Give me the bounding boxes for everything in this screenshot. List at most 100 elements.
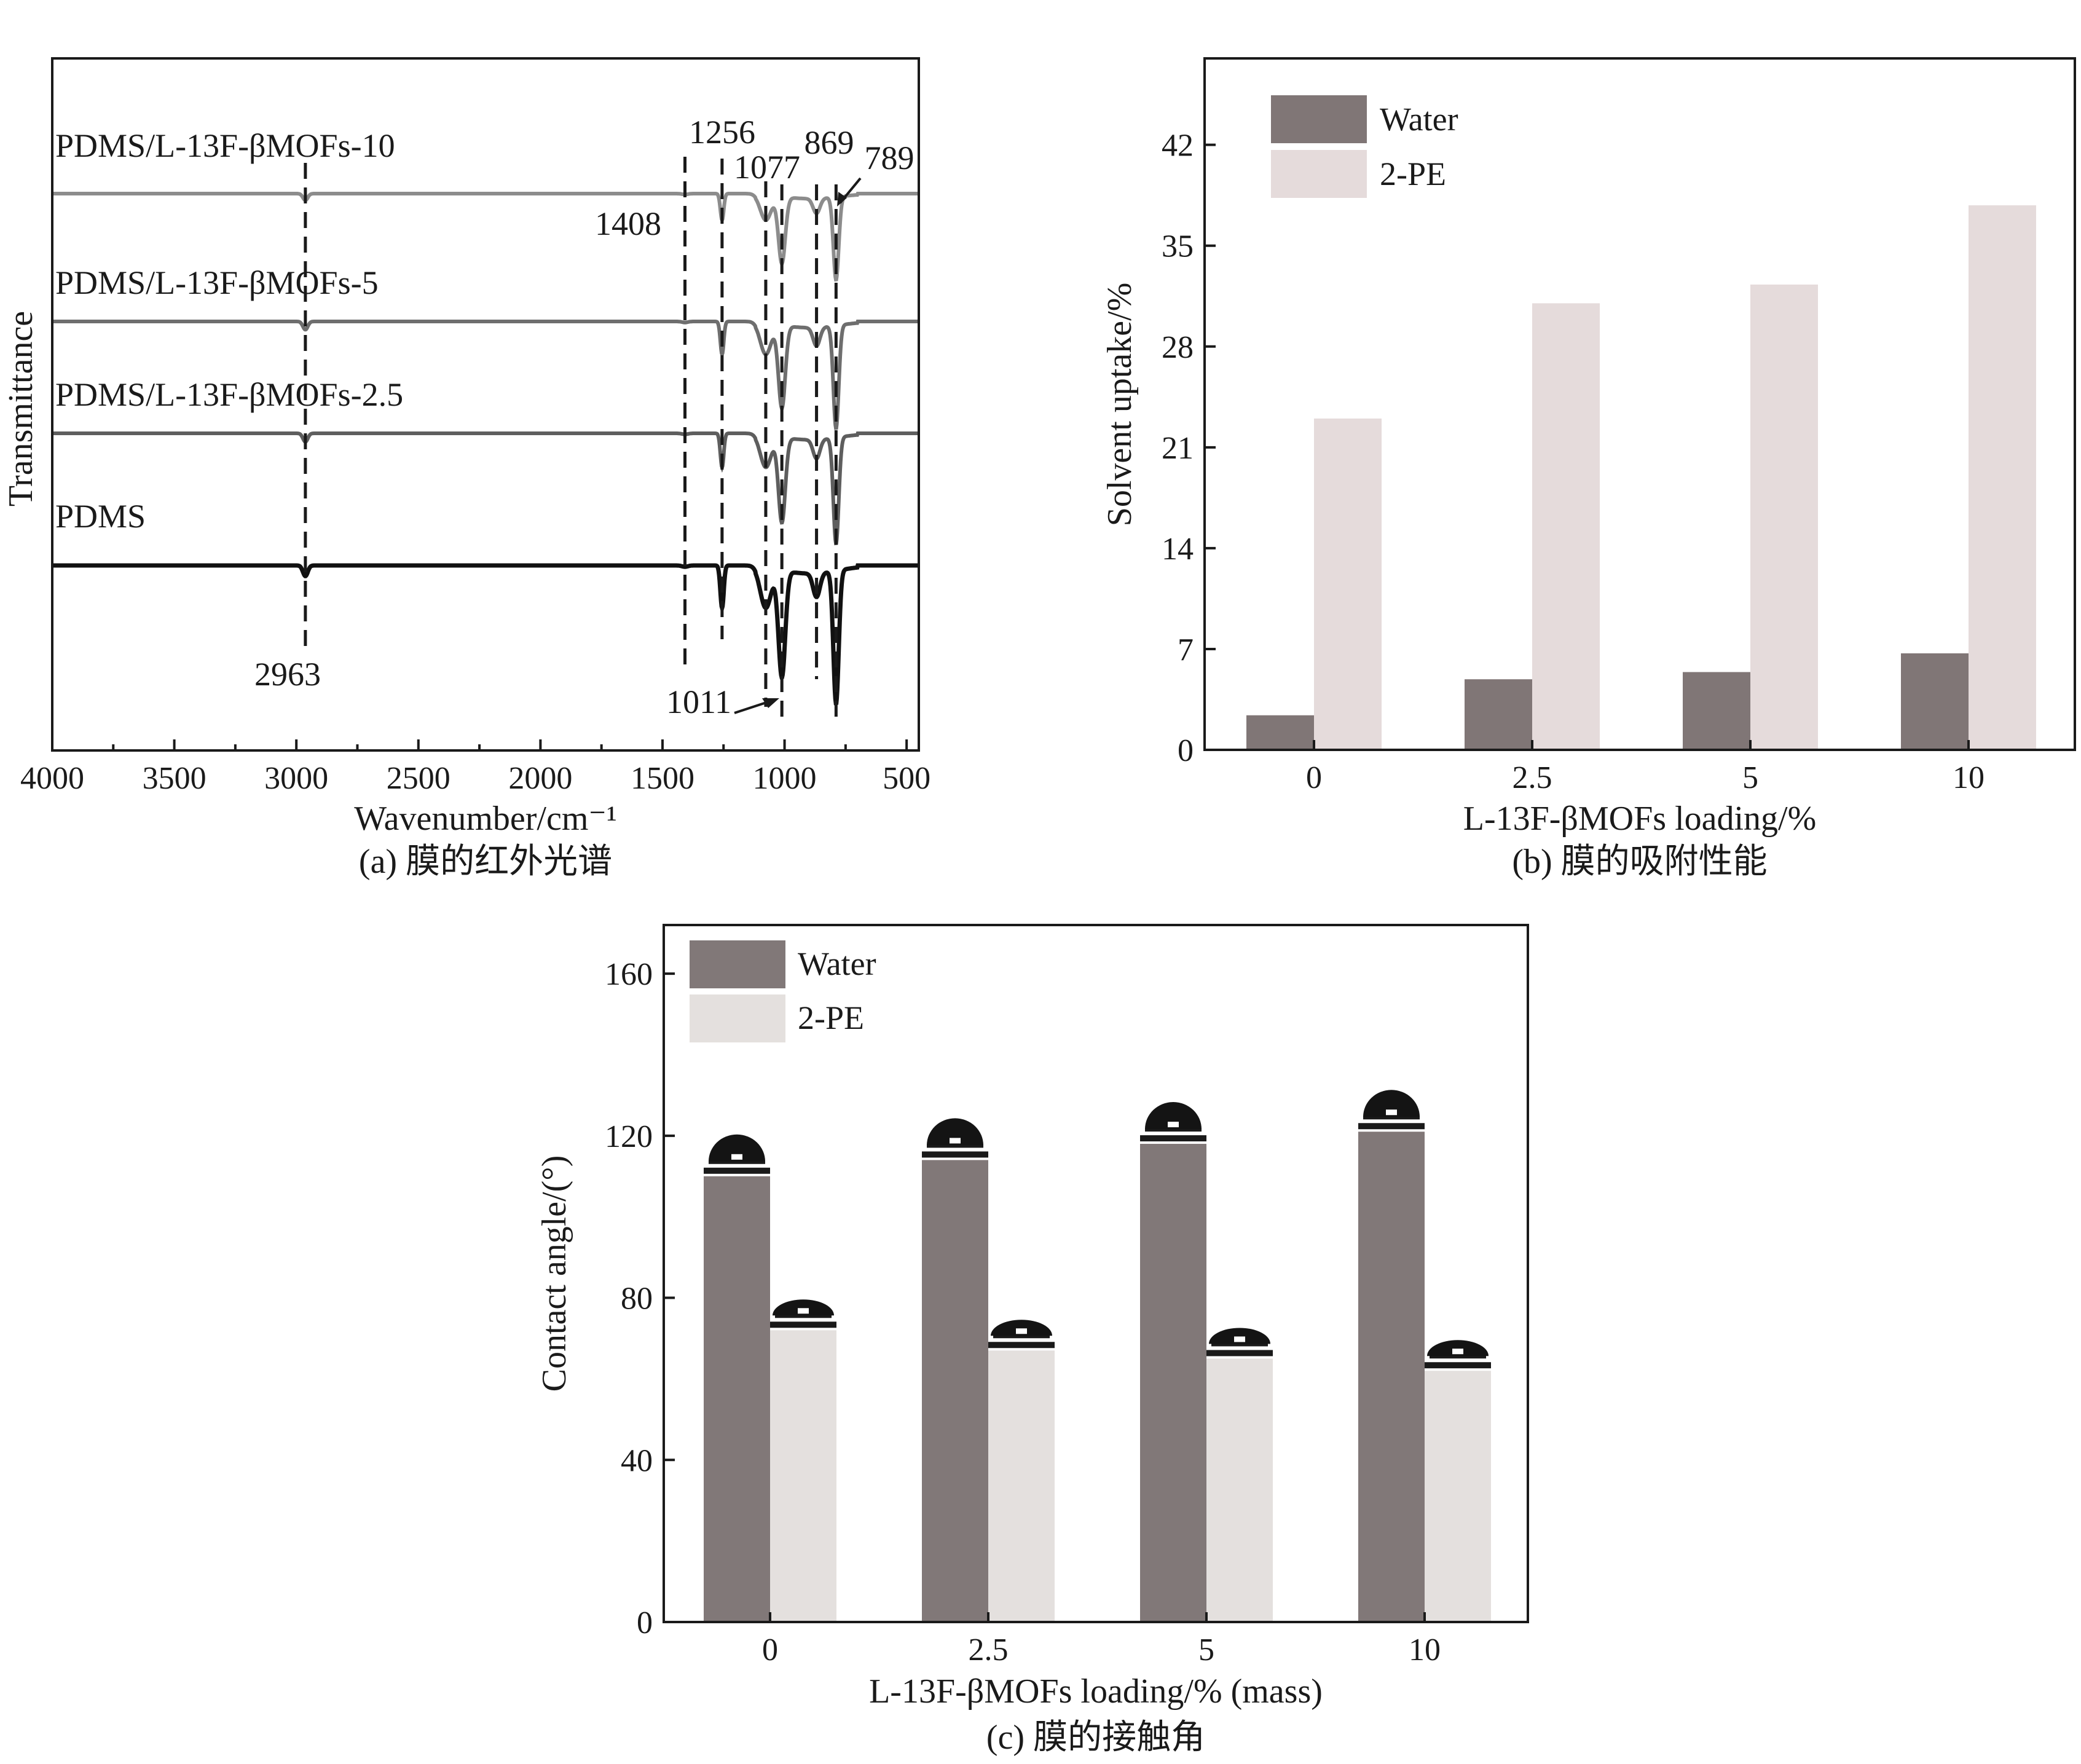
droplet-icon [1209, 1328, 1270, 1344]
y-axis-title-a: Transmittance [2, 311, 40, 506]
x-axis-a: 4000 3500 3000 2500 2000 1500 1000 500 [20, 739, 930, 796]
ir-spectra-group [52, 192, 919, 706]
droplet-substrate-top [927, 1144, 983, 1148]
bar-water-10 [1901, 653, 1969, 750]
y-tick-label: 40 [621, 1443, 653, 1478]
panel-b: 0 2.5 5 10 0 7 14 21 28 35 42 Water 2-PE L-13F-βMO… [1101, 57, 2076, 881]
peak-label-2963: 2963 [254, 656, 321, 693]
x-tick-label: 2000 [508, 761, 572, 796]
peak-label-1256: 1256 [689, 114, 755, 151]
series-label-2.5: PDMS/L-13F-βMOFs-2.5 [55, 376, 403, 413]
droplet-highlight [731, 1154, 742, 1160]
y-tick-label: 80 [621, 1282, 653, 1317]
arrowhead-789 [837, 192, 847, 207]
axes-b: 0 2.5 5 10 0 7 14 21 28 35 42 [1162, 128, 1985, 795]
droplet-icon [927, 1118, 983, 1146]
droplet-icon [991, 1320, 1052, 1336]
panel-a: 4000 3500 3000 2500 2000 1500 1000 500 PDMS/L-1… [2, 57, 930, 881]
plot-frame-a [51, 57, 920, 752]
droplet-substrate-top [1363, 1116, 1420, 1120]
bar-water-5 [1140, 1144, 1206, 1622]
bar-2pe-5 [1750, 284, 1818, 750]
droplet-icon [709, 1134, 765, 1162]
bar-2pe-10 [1969, 205, 2036, 750]
bar-2pe-2.5 [988, 1350, 1055, 1622]
bar-water-0 [1246, 715, 1314, 750]
series-label-pdms: PDMS [55, 498, 146, 535]
bar-water-10 [1358, 1132, 1425, 1622]
y-tick-label: 160 [605, 957, 653, 992]
ir-spectrum-line [52, 563, 919, 706]
x-tick-label: 10 [1953, 760, 1985, 795]
bar-2pe-5 [1206, 1358, 1273, 1622]
legend-swatch-water-c [690, 940, 785, 988]
y-tick-label: 7 [1178, 632, 1194, 667]
droplet-highlight [1234, 1336, 1245, 1342]
droplet-highlight [1168, 1122, 1179, 1128]
peak-label-869: 869 [804, 124, 854, 161]
legend-swatch-2pe-c [690, 994, 785, 1042]
droplet-substrate [1140, 1135, 1206, 1142]
caption-c: (c) 膜的接触角 [986, 1719, 1205, 1757]
bars-c [704, 1090, 1491, 1622]
bar-water-2.5 [1465, 679, 1532, 750]
droplet-substrate [1358, 1123, 1425, 1130]
x-axis-title-b: L-13F-βMOFs loading/% [1463, 800, 1817, 838]
legend-label-2pe-b: 2-PE [1380, 156, 1446, 192]
legend-label-2pe-c: 2-PE [798, 999, 864, 1036]
droplet-substrate [1206, 1350, 1273, 1356]
ir-spectrum-line [52, 192, 919, 282]
x-tick-label: 5 [1742, 760, 1758, 795]
droplet-highlight [950, 1138, 961, 1144]
peak-label-789: 789 [865, 140, 915, 176]
y-tick-label: 0 [1178, 733, 1194, 768]
droplet-substrate-top [775, 1314, 832, 1318]
y-tick-label: 0 [637, 1605, 653, 1640]
x-tick-label: 500 [883, 761, 930, 796]
droplet-highlight [1452, 1349, 1463, 1355]
peak-guide-lines [304, 157, 838, 719]
x-tick-label: 10 [1409, 1632, 1441, 1668]
series-label-10: PDMS/L-13F-βMOFs-10 [55, 127, 395, 164]
bar-water-5 [1683, 672, 1750, 750]
bar-water-2.5 [922, 1160, 988, 1622]
bar-2pe-2.5 [1532, 303, 1600, 750]
series-label-5: PDMS/L-13F-βMOFs-5 [55, 264, 379, 301]
y-axis-title-b: Solvent uptake/% [1101, 283, 1139, 527]
legend-swatch-2pe-b [1271, 150, 1367, 198]
ir-spectrum-line [52, 320, 919, 430]
plot-frame-b [1203, 57, 2076, 751]
panel-c: 0 2.5 5 10 0 40 80 120 160 Water 2-PE L-13F-βMOF… [535, 924, 1529, 1757]
caption-a: (a) 膜的红外光谱 [359, 843, 612, 881]
y-tick-label: 35 [1162, 229, 1194, 264]
legend-label-water-b: Water [1380, 101, 1458, 138]
droplet-substrate-top [1145, 1128, 1202, 1132]
droplet-icon [773, 1299, 834, 1316]
peak-label-1408: 1408 [595, 205, 661, 242]
droplet-icon [1363, 1090, 1420, 1117]
x-axis-title-c: L-13F-βMOFs loading/% (mass) [869, 1672, 1323, 1711]
droplet-substrate-top [1211, 1342, 1268, 1347]
droplet-substrate [770, 1321, 836, 1328]
x-tick-label: 0 [762, 1632, 778, 1668]
droplet-highlight [798, 1308, 809, 1314]
droplet-substrate-top [709, 1160, 765, 1164]
droplet-substrate [988, 1342, 1055, 1349]
x-tick-label: 3500 [143, 761, 207, 796]
droplet-substrate [704, 1167, 770, 1174]
arrowhead-1011 [762, 698, 779, 708]
x-tick-label: 0 [1306, 760, 1322, 795]
y-tick-label: 21 [1162, 431, 1194, 466]
axes-c: 0 2.5 5 10 0 40 80 120 160 [605, 957, 1441, 1668]
y-tick-label: 28 [1162, 330, 1194, 365]
droplet-icon [1427, 1340, 1489, 1356]
y-tick-label: 42 [1162, 128, 1194, 163]
plot-frame-c [663, 924, 1529, 1623]
x-tick-label: 5 [1198, 1632, 1214, 1668]
droplet-highlight [1016, 1328, 1027, 1334]
x-tick-label: 1000 [753, 761, 817, 796]
bar-water-0 [704, 1176, 770, 1622]
bar-2pe-0 [770, 1330, 836, 1622]
legend-swatch-water-b [1271, 95, 1367, 143]
